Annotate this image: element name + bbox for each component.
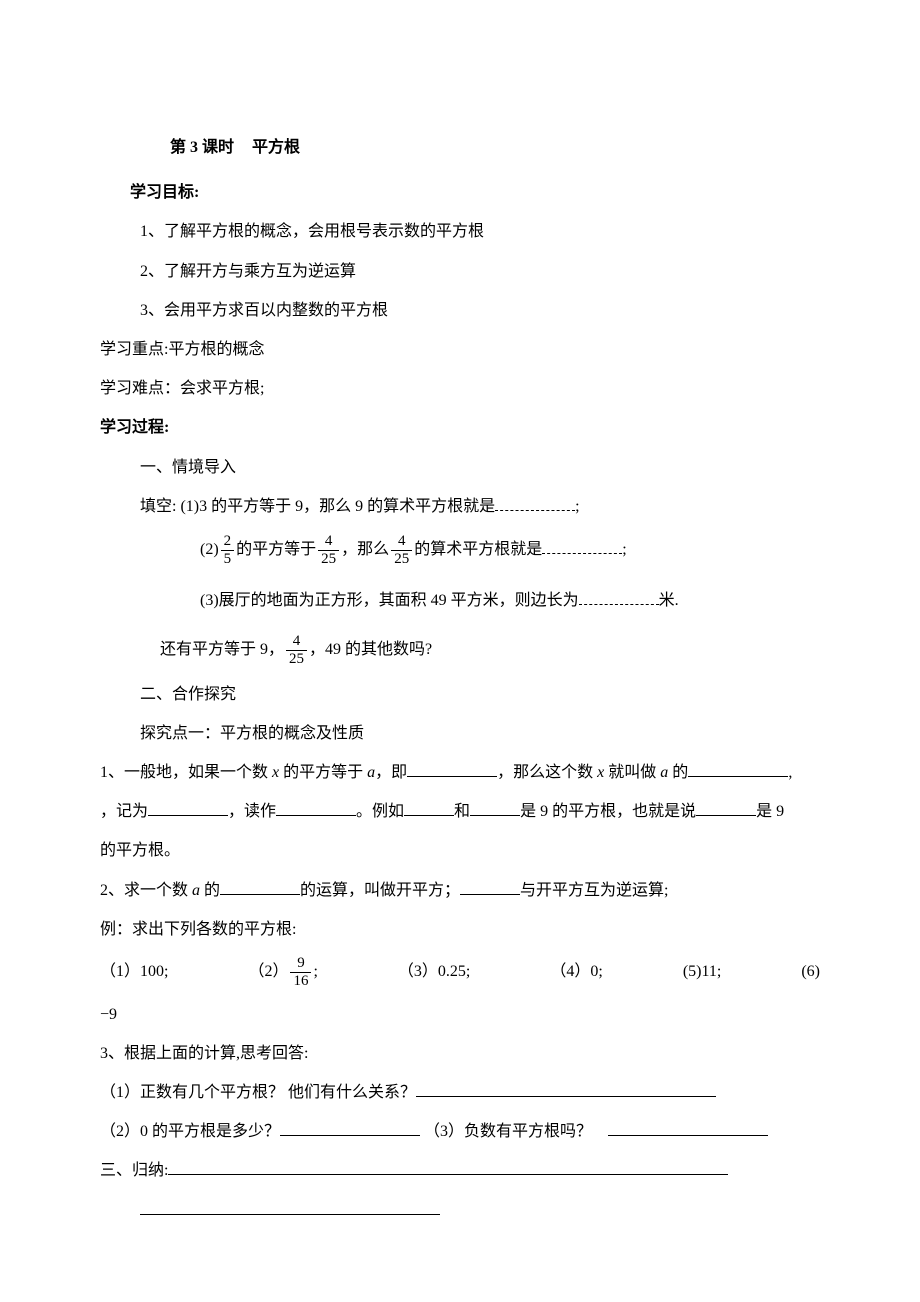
- qextra-post: ，49 的其他数吗?: [309, 641, 432, 658]
- ex1: （1）100;: [100, 951, 168, 993]
- blank: [404, 800, 454, 816]
- goal-item-3: 3、会用平方求百以内整数的平方根: [100, 293, 820, 328]
- blank: [460, 879, 520, 895]
- blank: [416, 1081, 716, 1097]
- fill-row: 填空: (1)3 的平方等于 9，那么 9 的算术平方根就是;: [100, 489, 820, 524]
- keypoint: 学习重点:平方根的概念: [100, 332, 820, 367]
- p1-row3: 的平方根。: [100, 833, 820, 868]
- p3-q23: （2）0 的平方根是多少？ （3）负数有平方根吗？: [100, 1114, 820, 1149]
- fill-label: 填空:: [140, 498, 176, 515]
- difficulty: 学习难点：会求平方根;: [100, 371, 820, 406]
- example-label: 例：求出下列各数的平方根:: [100, 912, 820, 947]
- goals-heading: 学习目标:: [100, 175, 820, 210]
- fraction-4-25c: 425: [286, 633, 307, 667]
- fraction-4-25a: 425: [318, 533, 339, 567]
- ex2: （2）916;: [248, 951, 317, 993]
- q3-pre: (3)展厅的地面为正方形，其面积 49 平方米，则边长为: [200, 592, 579, 609]
- blank: [168, 1159, 728, 1175]
- section3-row: 三、归纳:: [100, 1153, 820, 1188]
- section3-heading: 三、归纳:: [100, 1162, 168, 1179]
- blank: [220, 879, 300, 895]
- q3-row: (3)展厅的地面为正方形，其面积 49 平方米，则边长为 米.: [100, 583, 820, 618]
- blank: [407, 761, 497, 777]
- section3-blank2: [100, 1193, 820, 1228]
- p3-label: 3、根据上面的计算,思考回答:: [100, 1036, 820, 1071]
- blank: [608, 1120, 768, 1136]
- fraction-2-5: 25: [221, 533, 235, 567]
- blank-dashed: [542, 538, 622, 554]
- fraction-9-16: 916: [290, 955, 311, 989]
- q3-post: 米.: [659, 592, 679, 609]
- ex3: （3）0.25;: [398, 951, 470, 993]
- q2-mid1: 的平方等于: [236, 541, 316, 558]
- blank: [148, 800, 228, 816]
- q-extra-row: 还有平方等于 9，425，49 的其他数吗?: [100, 628, 820, 673]
- ex4: （4）0;: [550, 951, 602, 993]
- p1-row2: ，记为，读作。例如和是 9 的平方根，也就是说是 9: [100, 794, 820, 829]
- blank: [696, 800, 756, 816]
- blank: [688, 761, 788, 777]
- p3-q1: （1）正数有几个平方根？ 他们有什么关系？: [100, 1075, 820, 1110]
- difficulty-text: 会求平方根;: [180, 380, 264, 397]
- ex6: (6): [801, 951, 820, 993]
- keypoint-label: 学习重点:: [100, 341, 168, 358]
- ex6-val: −9: [100, 997, 820, 1032]
- examples-row: （1）100; （2）916; （3）0.25; （4）0; (5)11; (6…: [100, 951, 820, 993]
- q1-text: (1)3 的平方等于 9，那么 9 的算术平方根就是: [180, 498, 495, 515]
- blank: [280, 1120, 420, 1136]
- q2-post: 的算术平方根就是: [414, 541, 542, 558]
- section1-heading: 一、情境导入: [100, 450, 820, 485]
- process-heading: 学习过程:: [100, 410, 820, 445]
- blank: [276, 800, 356, 816]
- keypoint-text: 平方根的概念: [168, 341, 264, 358]
- q2-row: (2)25的平方等于425，那么425的算术平方根就是;: [100, 528, 820, 573]
- fraction-4-25b: 425: [391, 533, 412, 567]
- difficulty-label: 学习难点：: [100, 380, 180, 397]
- title-main: 平方根: [252, 139, 300, 156]
- p1-row: 1、一般地，如果一个数 x 的平方等于 a，即，那么这个数 x 就叫做 a 的,: [100, 755, 820, 790]
- goal-item-1: 1、了解平方根的概念，会用根号表示数的平方根: [100, 214, 820, 249]
- blank-dashed: [579, 589, 659, 605]
- qextra-pre: 还有平方等于 9，: [160, 641, 284, 658]
- goal-item-2: 2、了解开方与乘方互为逆运算: [100, 254, 820, 289]
- section2-subheading: 探究点一：平方根的概念及性质: [100, 716, 820, 751]
- blank-dashed: [495, 495, 575, 511]
- blank: [140, 1199, 440, 1215]
- lesson-title: 第 3 课时 平方根: [100, 130, 820, 165]
- q2-mid2: ，那么: [341, 541, 389, 558]
- q2-pre: (2): [200, 541, 219, 558]
- p2-row: 2、求一个数 a 的的运算，叫做开平方；与开平方互为逆运算;: [100, 873, 820, 908]
- section2-heading: 二、合作探究: [100, 677, 820, 712]
- title-prefix: 第 3 课时: [170, 139, 234, 156]
- ex5: (5)11;: [683, 951, 722, 993]
- blank: [470, 800, 520, 816]
